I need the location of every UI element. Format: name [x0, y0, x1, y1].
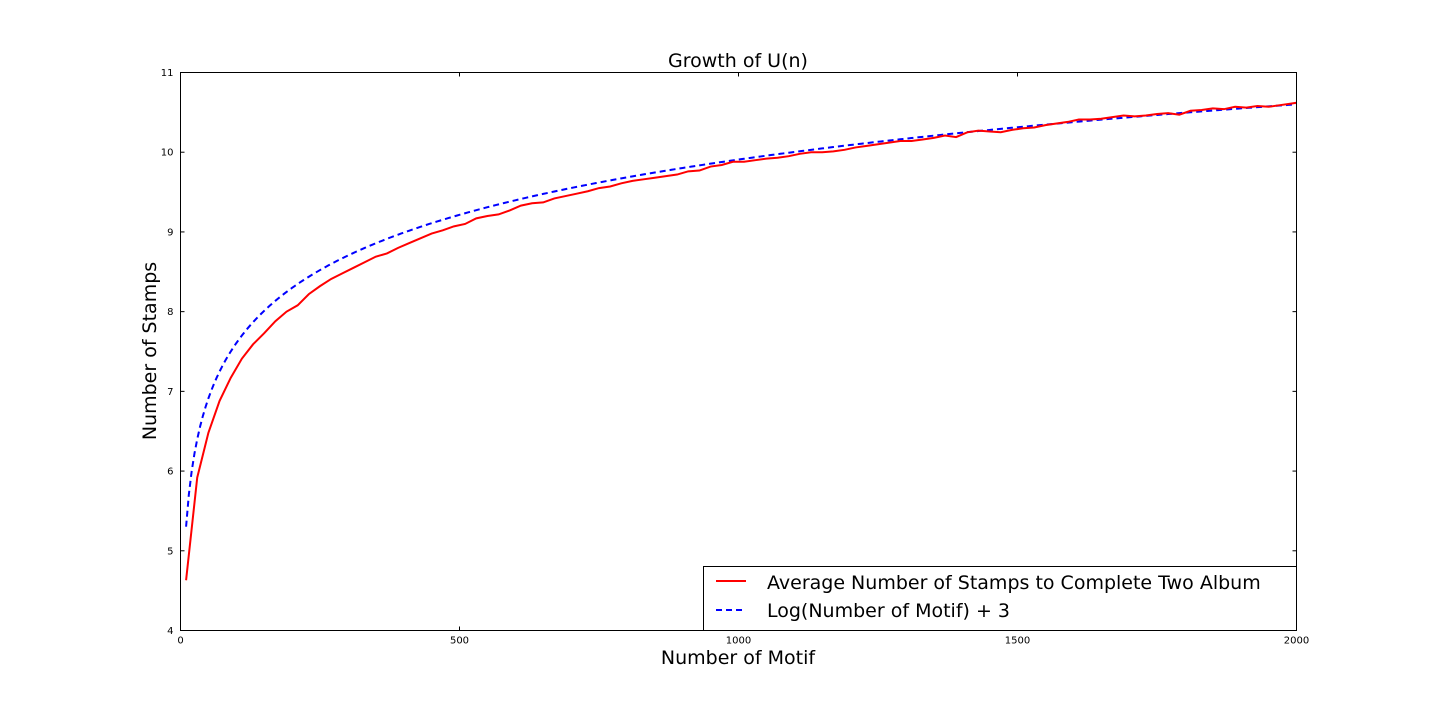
chart-title: Growth of U(n): [668, 50, 808, 72]
y-tick-label: 7: [167, 387, 173, 398]
legend: Average Number of Stamps to Complete Two…: [703, 566, 1297, 631]
x-tick-label: 500: [450, 636, 469, 647]
y-tick-label: 5: [167, 546, 173, 557]
x-tick-label: 1000: [726, 636, 751, 647]
legend-label-series-1: Average Number of Stamps to Complete Two…: [767, 572, 1261, 594]
x-axis-label: Number of Motif: [661, 647, 816, 669]
plot-area: [185, 101, 1297, 581]
axis-ticks: 0 500 1000 1500 2000 4 5 6 7 8 9 10 11: [161, 68, 1309, 647]
legend-label-series-2: Log(Number of Motif) + 3: [767, 600, 1010, 622]
x-tick-label: 1500: [1005, 636, 1030, 647]
x-tick-label: 0: [177, 636, 183, 647]
y-tick-label: 4: [167, 626, 173, 637]
y-tick-label: 8: [167, 307, 173, 318]
y-tick-label: 11: [161, 68, 174, 79]
y-axis-label: Number of Stamps: [139, 262, 161, 440]
y-tick-label: 10: [161, 148, 174, 159]
y-tick-label: 6: [167, 467, 173, 478]
y-tick-label: 9: [167, 227, 173, 238]
legend-box: [703, 566, 1297, 631]
series-line-log: [185, 103, 1297, 527]
series-line-average: [185, 101, 1297, 581]
x-tick-label: 2000: [1284, 636, 1309, 647]
